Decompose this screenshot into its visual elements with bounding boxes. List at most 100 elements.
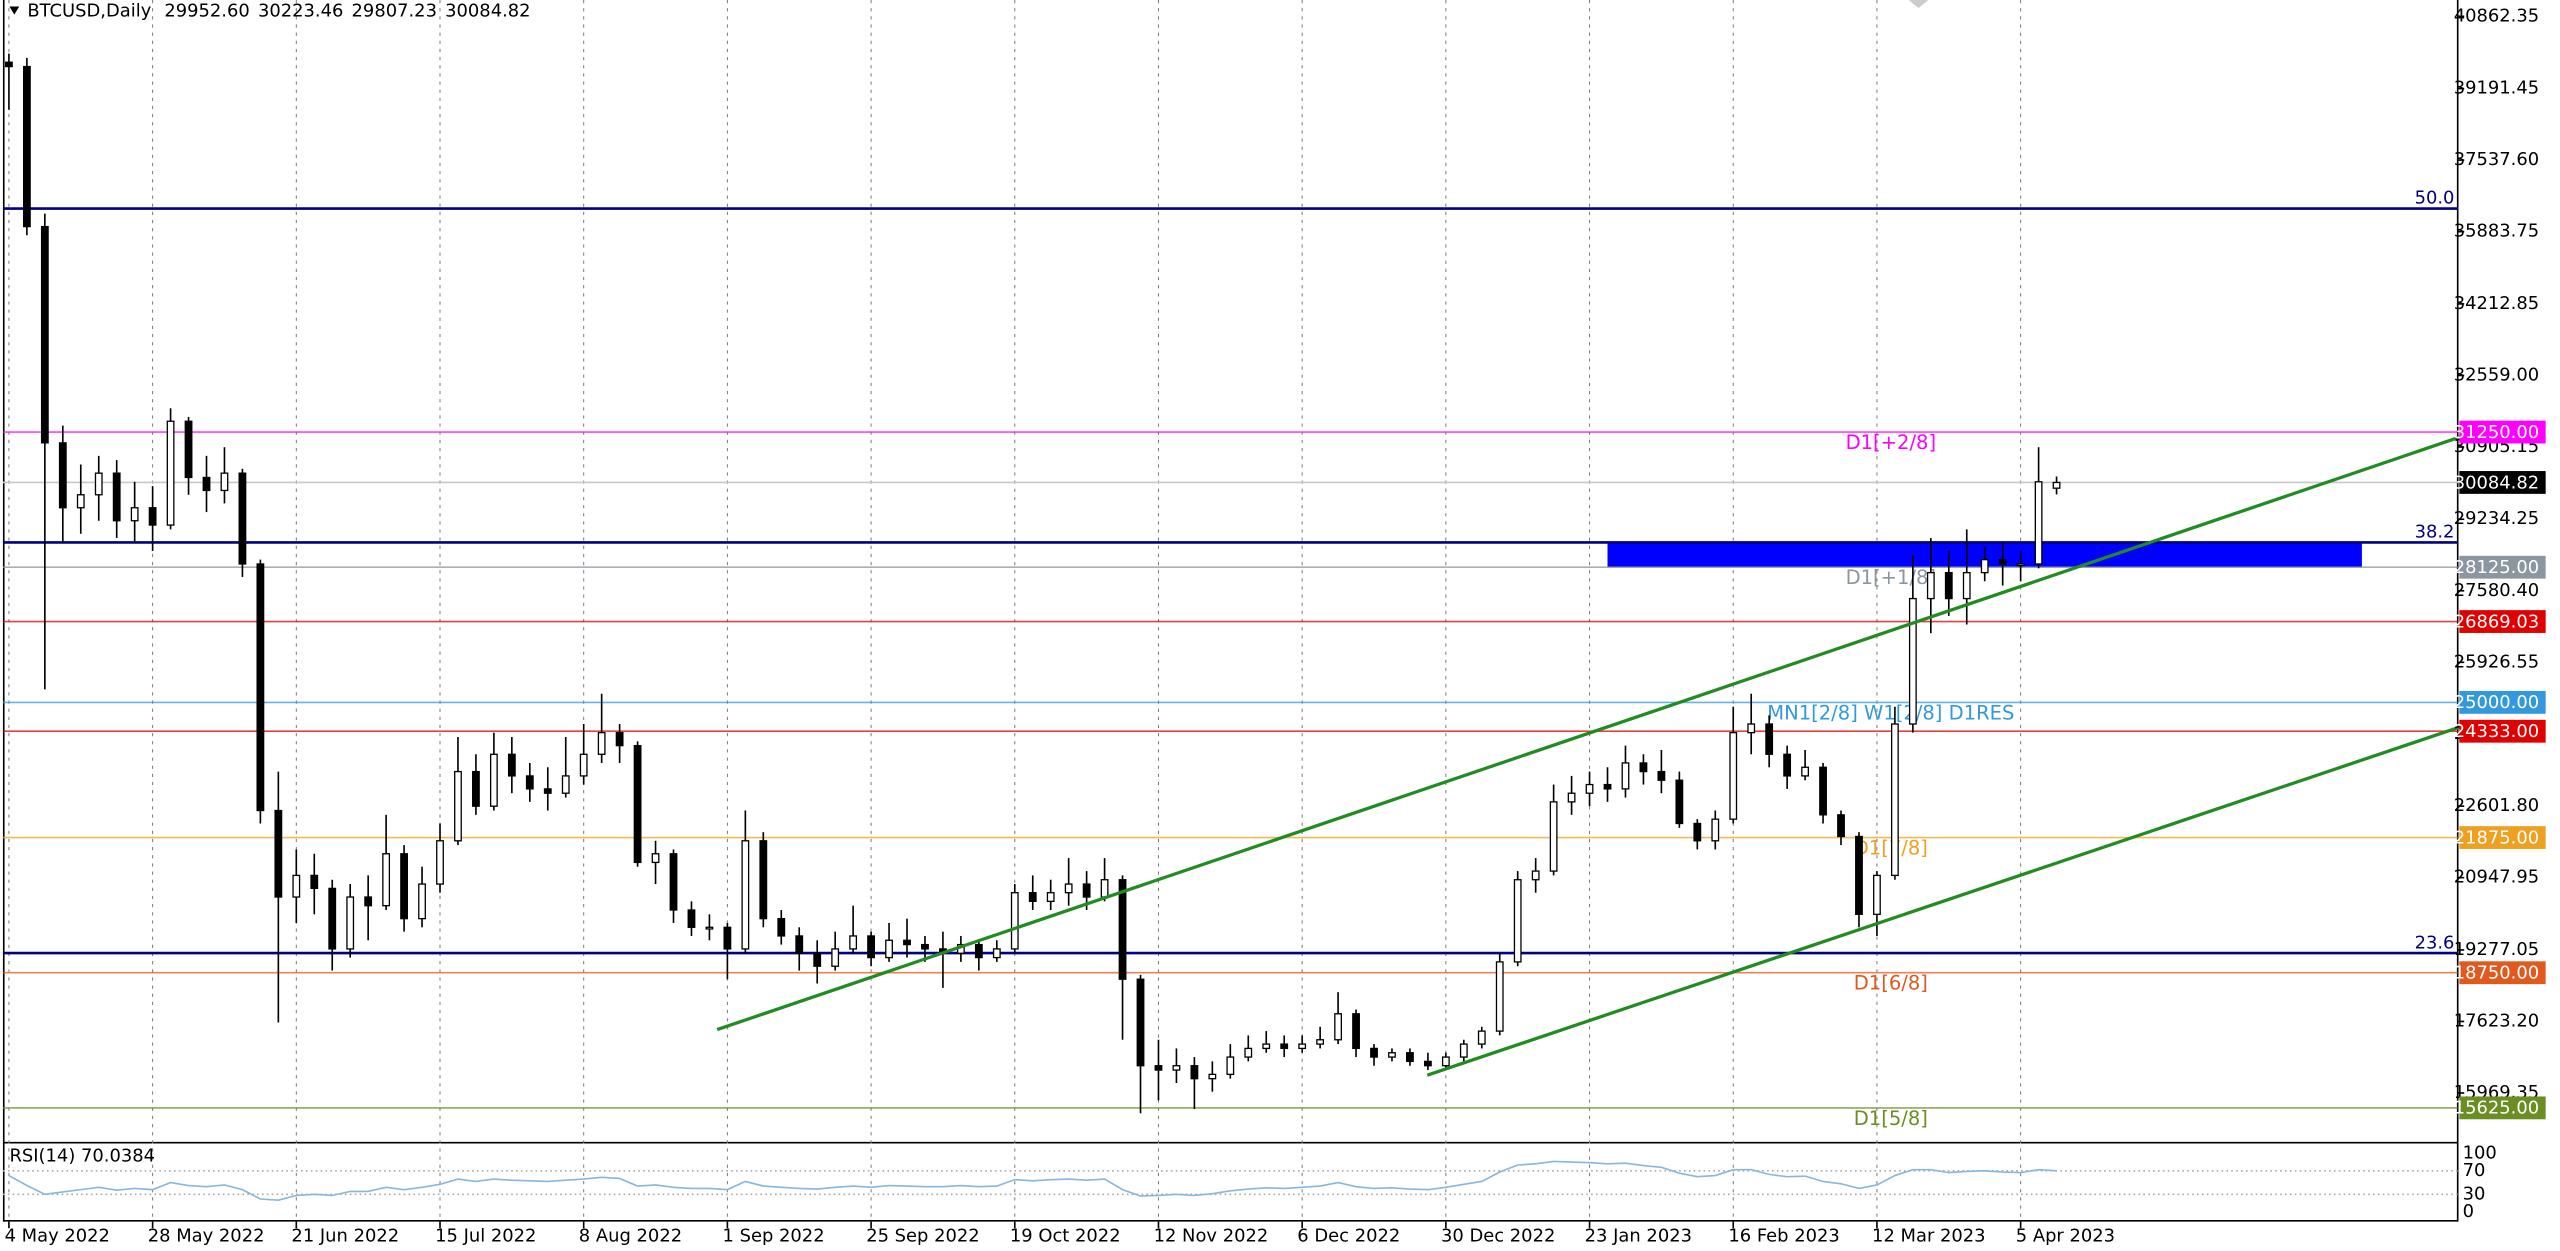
rsi-line bbox=[8, 1160, 2057, 1201]
candle-body bbox=[148, 507, 157, 526]
candle-body bbox=[1926, 571, 1935, 600]
candle-body bbox=[76, 494, 85, 509]
fib-label: 50.0 bbox=[2415, 188, 2455, 209]
symbol-title: BTCUSD,Daily bbox=[27, 0, 151, 21]
candle-body bbox=[723, 926, 732, 950]
x-tick-label: 5 Apr 2023 bbox=[2016, 1225, 2115, 1246]
x-tick-label: 4 May 2022 bbox=[5, 1225, 110, 1246]
x-tick-label: 12 Mar 2023 bbox=[1872, 1225, 1986, 1246]
x-tick-label: 6 Dec 2022 bbox=[1297, 1225, 1400, 1246]
candle-body bbox=[58, 442, 67, 509]
candle-body bbox=[274, 809, 283, 898]
candle-body bbox=[597, 732, 606, 755]
level-annotation: D1[+1/8] bbox=[1846, 566, 1937, 589]
level-price-box bbox=[2459, 690, 2546, 714]
y-tick-label: 19277.05 bbox=[2454, 939, 2539, 960]
candle-body bbox=[1693, 822, 1702, 842]
candle-body bbox=[1172, 1065, 1181, 1071]
level-price-box bbox=[2459, 420, 2546, 444]
candle-body bbox=[1513, 879, 1522, 963]
y-tick-label: 25926.55 bbox=[2454, 651, 2539, 672]
candle-body bbox=[651, 853, 660, 864]
scroll-marker bbox=[1908, 0, 1929, 9]
level-annotation: D1[6/8] bbox=[1854, 972, 1928, 995]
axis-layer: 4 May 2022 28 May 2022 21 Jun 2022 15 Jul 2… bbox=[5, 5, 2546, 1246]
x-tick-label: 1 Sep 2022 bbox=[723, 1225, 825, 1246]
candle-body bbox=[1837, 814, 1845, 838]
candle-body bbox=[400, 853, 408, 920]
candle-body bbox=[256, 563, 265, 812]
candle-body bbox=[561, 775, 570, 794]
chart-header: BTCUSD,Daily 29952.60 30223.46 29807.23 3008… bbox=[27, 0, 530, 21]
candle-body bbox=[1657, 770, 1666, 781]
level-price-box bbox=[2459, 1096, 2546, 1120]
candle-body bbox=[166, 420, 175, 526]
candle-body bbox=[669, 853, 678, 911]
y-tick-label: 32559.00 bbox=[2454, 364, 2539, 385]
candle-body bbox=[1944, 571, 1953, 600]
candle-body bbox=[1244, 1047, 1253, 1058]
candle-body bbox=[1100, 879, 1109, 898]
candle-body bbox=[1729, 732, 1738, 820]
candle-body bbox=[1118, 879, 1127, 980]
candle-body bbox=[867, 935, 875, 959]
rsi-label: RSI(14) 70.0384 bbox=[9, 1146, 155, 1167]
trendline bbox=[1426, 725, 2462, 1077]
candle-body bbox=[310, 874, 319, 890]
grid-layer bbox=[2, 0, 2458, 1221]
candle-body bbox=[1477, 1030, 1486, 1045]
candle-body bbox=[5, 61, 13, 68]
candle-body bbox=[1316, 1039, 1325, 1045]
candle-body bbox=[1370, 1047, 1378, 1058]
candles-layer bbox=[5, 53, 2462, 1201]
y-tick-label: 27580.40 bbox=[2454, 580, 2539, 601]
candle-body bbox=[1064, 883, 1073, 894]
header-open: 29952.60 bbox=[164, 0, 249, 21]
level-price-box bbox=[2459, 610, 2546, 633]
candle-body bbox=[1639, 762, 1648, 773]
candle-body bbox=[112, 472, 121, 522]
candle-body bbox=[1010, 892, 1019, 950]
candle-body bbox=[1765, 723, 1774, 755]
candle-body bbox=[1298, 1043, 1307, 1050]
last-price-text: 30084.82 bbox=[2454, 472, 2539, 493]
candle-body bbox=[1190, 1065, 1199, 1080]
level-price-text: 25000.00 bbox=[2454, 692, 2539, 713]
candle-body bbox=[1908, 597, 1917, 725]
candle-body bbox=[1441, 1056, 1450, 1067]
candle-body bbox=[202, 476, 211, 492]
candle-body bbox=[525, 775, 534, 790]
collapse-triangle bbox=[9, 6, 20, 15]
y-tick-label: 39191.45 bbox=[2454, 78, 2539, 99]
candle-body bbox=[1082, 883, 1091, 898]
level-price-text: 21875.00 bbox=[2454, 827, 2539, 848]
level-annotation: D1[7/8] bbox=[1854, 836, 1928, 859]
candle-body bbox=[1585, 783, 1594, 794]
candle-body bbox=[1406, 1052, 1414, 1063]
rsi-tick-label: 70 bbox=[2463, 1160, 2486, 1181]
header-high: 30223.46 bbox=[258, 0, 343, 21]
y-tick-label: 20947.95 bbox=[2454, 867, 2539, 888]
level-annotation: MN1[2/8] W1[2/8] D1RES bbox=[1767, 701, 2014, 724]
candle-body bbox=[1603, 783, 1612, 790]
candle-body bbox=[1675, 779, 1684, 825]
fib-label: 38.2 bbox=[2415, 522, 2455, 543]
level-price-box bbox=[2459, 961, 2546, 985]
candle-body bbox=[1495, 961, 1504, 1032]
candle-body bbox=[1531, 870, 1540, 881]
candle-body bbox=[849, 935, 858, 950]
level-price-box bbox=[2459, 555, 2546, 579]
candle-body bbox=[921, 943, 929, 950]
candle-body bbox=[364, 896, 373, 907]
candle-body bbox=[1154, 1065, 1163, 1071]
candle-body bbox=[579, 753, 588, 777]
x-tick-label: 30 Dec 2022 bbox=[1441, 1225, 1555, 1246]
x-tick-label: 19 Oct 2022 bbox=[1010, 1225, 1121, 1246]
candle-body bbox=[741, 840, 750, 950]
candle-body bbox=[687, 909, 696, 928]
candle-body bbox=[1621, 762, 1630, 790]
header-low: 29807.23 bbox=[352, 0, 437, 21]
candle-body bbox=[328, 887, 337, 950]
y-tick-label: 22601.80 bbox=[2454, 795, 2539, 816]
